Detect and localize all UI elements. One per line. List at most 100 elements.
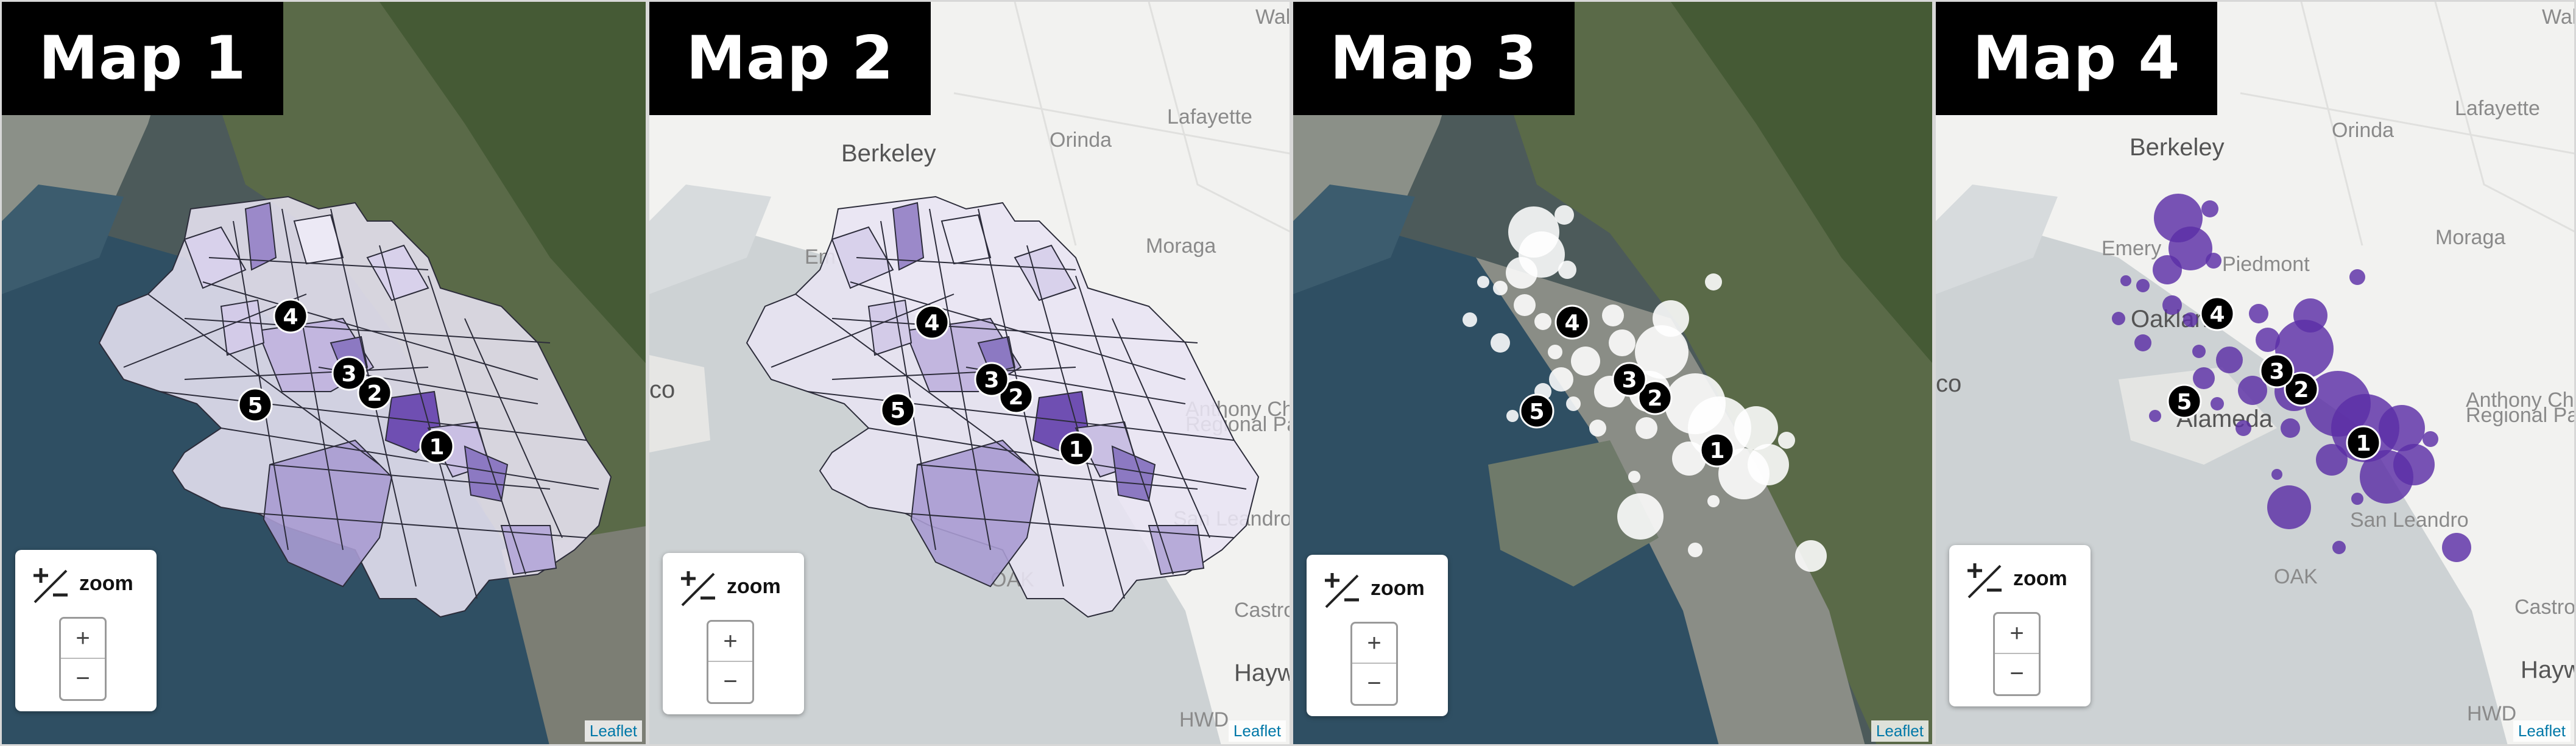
svg-text:HWD: HWD [1179, 708, 1229, 731]
svg-text:co: co [649, 376, 675, 403]
zoom-plus-minus-icon [1967, 563, 2002, 599]
marker-3[interactable]: 3 [331, 356, 367, 391]
zoom-control: zoom + − [1949, 545, 2091, 706]
svg-text:HWD: HWD [2467, 702, 2516, 725]
zoom-plus-minus-icon [681, 571, 715, 607]
zoom-label: zoom [2013, 567, 2067, 590]
map-panel-3[interactable]: Map 3 1 2 3 4 5 zoom + − Leaflet [1291, 0, 1934, 746]
marker-3[interactable]: 3 [1612, 362, 1647, 397]
svg-text:4: 4 [924, 311, 939, 336]
map-panel-1[interactable]: Map 1 1 2 3 4 5 zoom + − Leaflet [0, 0, 648, 746]
zoom-buttons: + − [707, 620, 754, 704]
svg-text:4: 4 [2209, 302, 2225, 327]
marker-2[interactable]: 2 [1637, 380, 1673, 415]
marker-5[interactable]: 5 [880, 392, 916, 428]
svg-text:Hayw: Hayw [2521, 656, 2576, 683]
svg-text:3: 3 [984, 368, 999, 393]
marker-2[interactable]: 2 [998, 379, 1034, 414]
zoom-buttons: + − [59, 617, 107, 701]
svg-text:Emery: Emery [2101, 237, 2161, 260]
zoom-label: zoom [79, 572, 133, 595]
svg-text:5: 5 [247, 393, 263, 418]
zoom-out-button[interactable]: − [1367, 669, 1382, 697]
marker-5[interactable]: 5 [1519, 393, 1554, 429]
svg-text:2: 2 [2293, 378, 2309, 403]
svg-text:5: 5 [2176, 390, 2192, 415]
svg-text:Lafayette: Lafayette [1167, 105, 1252, 128]
zoom-control: zoom + − [1307, 555, 1448, 716]
marker-5[interactable]: 5 [2167, 384, 2202, 419]
svg-text:2: 2 [367, 381, 382, 406]
zoom-out-button[interactable]: − [723, 667, 738, 695]
svg-text:4: 4 [1564, 311, 1579, 336]
leaflet-attribution-link[interactable]: Leaflet [1871, 720, 1928, 742]
svg-text:Piedmont: Piedmont [2222, 253, 2310, 276]
marker-3[interactable]: 3 [974, 362, 1009, 397]
zoom-out-button[interactable]: − [76, 664, 90, 692]
map-title: Map 2 [649, 2, 931, 115]
zoom-label: zoom [1371, 577, 1425, 600]
marker-layer-3: 1 2 3 4 5 [1519, 304, 1735, 468]
marker-4[interactable]: 4 [914, 304, 950, 340]
svg-text:3: 3 [341, 362, 356, 387]
zoom-in-button[interactable]: + [61, 619, 105, 659]
map-title: Map 1 [2, 2, 283, 115]
place-labels-4: Berkeley Orinda Lafayette Moraga Emery P… [1936, 5, 2576, 725]
svg-text:Anthony Chabot: Anthony Chabot [2466, 389, 2576, 412]
marker-4[interactable]: 4 [1554, 304, 1590, 340]
svg-text:5: 5 [1529, 399, 1544, 424]
map-panel-4[interactable]: Berkeley Orinda Lafayette Moraga Emery P… [1934, 0, 2576, 746]
svg-text:2: 2 [1008, 385, 1023, 410]
marker-1[interactable]: 1 [2346, 425, 2381, 460]
marker-4[interactable]: 4 [2200, 296, 2235, 331]
zoom-buttons: + − [1993, 612, 2041, 696]
marker-3[interactable]: 3 [2259, 353, 2295, 389]
zoom-out-button[interactable]: − [2010, 660, 2024, 687]
zoom-control: zoom + − [15, 550, 157, 711]
marker-1[interactable]: 1 [1699, 432, 1735, 468]
marker-4[interactable]: 4 [273, 298, 308, 334]
svg-text:Castro V: Castro V [2514, 596, 2576, 619]
zoom-plus-minus-icon [1325, 573, 1359, 608]
svg-text:co: co [1936, 370, 1961, 397]
svg-text:Wal: Wal [1255, 5, 1290, 29]
svg-text:Lafayette: Lafayette [2455, 97, 2540, 120]
zoom-in-button[interactable]: + [1352, 624, 1396, 664]
map-panel-2[interactable]: Berkeley Orinda Lafayette Moraga Em co A… [648, 0, 1291, 746]
leaflet-attribution-link[interactable]: Leaflet [1228, 720, 1286, 742]
map-canvas-3[interactable] [1293, 2, 1934, 746]
leaflet-attribution-link[interactable]: Leaflet [584, 720, 642, 742]
marker-1[interactable]: 1 [1059, 431, 1094, 466]
svg-text:5: 5 [890, 398, 905, 423]
svg-text:Berkeley: Berkeley [2130, 134, 2225, 161]
zoom-control: zoom + − [663, 553, 804, 714]
svg-text:Orinda: Orinda [2332, 119, 2394, 142]
svg-text:Regional Park: Regional Park [2466, 404, 2576, 427]
svg-text:1: 1 [1709, 438, 1724, 463]
zoom-label: zoom [727, 575, 781, 598]
marker-5[interactable]: 5 [238, 387, 273, 423]
map-title: Map 4 [1936, 2, 2217, 115]
svg-text:1: 1 [429, 435, 444, 460]
zoom-plus-minus-icon [34, 568, 68, 603]
svg-text:Berkeley: Berkeley [841, 140, 936, 167]
marker-layer-4: 1 2 3 4 5 [2167, 296, 2381, 460]
svg-text:Hayw: Hayw [1234, 660, 1291, 686]
svg-text:3: 3 [1621, 368, 1637, 393]
svg-text:Orinda: Orinda [1050, 128, 1112, 152]
svg-text:Moraga: Moraga [1146, 234, 1216, 258]
svg-text:1: 1 [2355, 431, 2371, 456]
svg-text:2: 2 [1647, 386, 1662, 411]
zoom-in-button[interactable]: + [708, 622, 752, 662]
leaflet-attribution-link[interactable]: Leaflet [2513, 720, 2571, 742]
marker-layer-1: 1 2 3 4 5 [238, 298, 454, 464]
svg-text:OAK: OAK [2274, 565, 2318, 588]
zoom-in-button[interactable]: + [1995, 614, 2039, 654]
marker-2[interactable]: 2 [2284, 371, 2319, 407]
marker-2[interactable]: 2 [357, 375, 392, 410]
svg-text:San Leandro: San Leandro [2350, 508, 2469, 532]
svg-text:Moraga: Moraga [2435, 226, 2505, 249]
marker-1[interactable]: 1 [419, 429, 454, 464]
map-title: Map 3 [1293, 2, 1575, 115]
zoom-buttons: + − [1350, 622, 1398, 706]
